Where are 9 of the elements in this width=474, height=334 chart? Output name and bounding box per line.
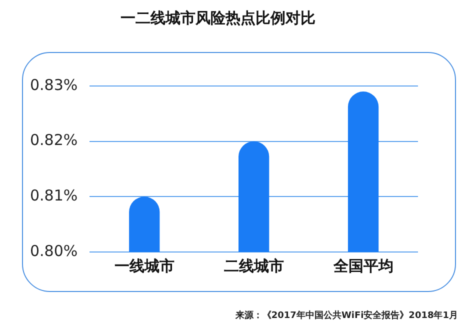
- source-note: 来源：《2017年中国公共WiFi安全报告》2018年1月: [235, 309, 458, 322]
- x-tick-label: 一线城市: [114, 256, 174, 275]
- y-tick-label: 0.81%: [30, 186, 78, 205]
- x-tick-label: 二线城市: [224, 256, 284, 275]
- y-tick-label: 0.82%: [30, 131, 78, 150]
- x-tick-label: 全国平均: [332, 256, 394, 275]
- chart-title: 一二线城市风险热点比例对比: [120, 8, 316, 27]
- y-tick-label: 0.80%: [30, 242, 78, 260]
- y-tick-label: 0.83%: [30, 76, 78, 94]
